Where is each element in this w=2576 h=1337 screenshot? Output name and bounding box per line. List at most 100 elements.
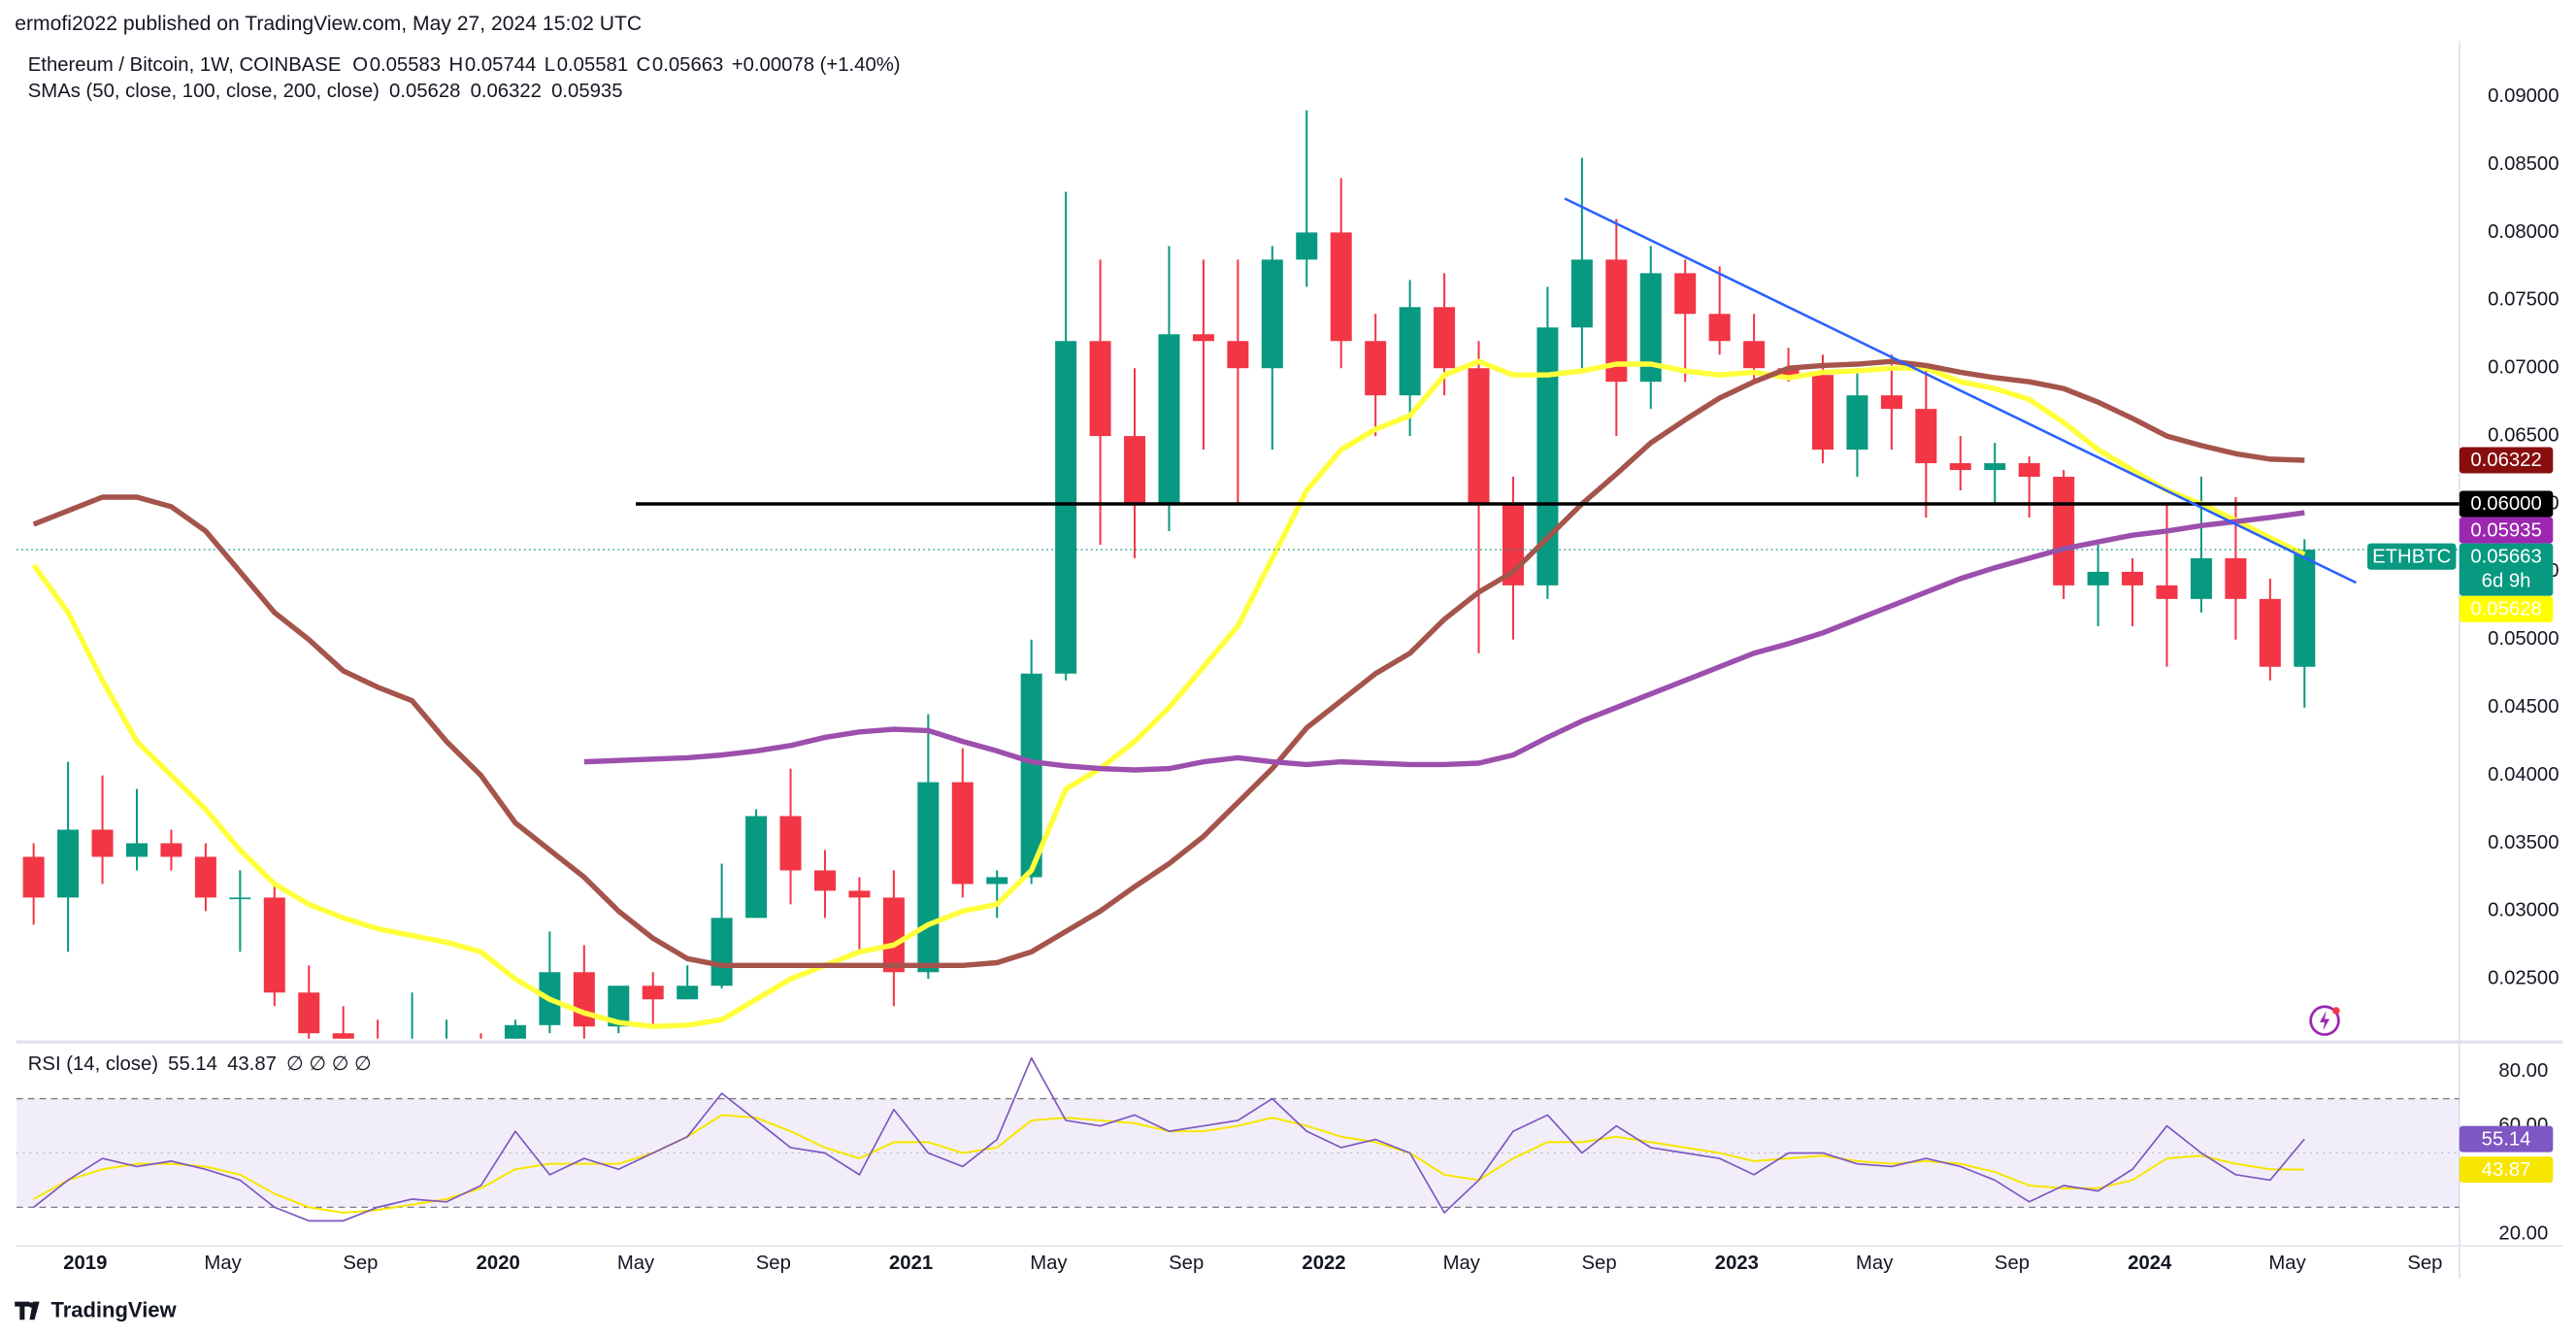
candle-body — [986, 877, 1008, 885]
price-box-label: 0.06322 — [2470, 450, 2541, 471]
rsi-box — [2459, 1156, 2554, 1184]
ohlc-value: 0.05744 — [465, 54, 536, 76]
tv-logo — [15, 1301, 40, 1320]
x-tick-label: May — [617, 1253, 655, 1274]
symbol-label: ETHBTC — [2372, 546, 2451, 567]
candle-body — [1399, 307, 1421, 396]
candle-body — [91, 829, 114, 857]
candle-body — [1949, 463, 1971, 471]
y-tick-label: 20.00 — [2498, 1223, 2548, 1245]
candle-body — [710, 918, 733, 986]
line-series — [33, 1056, 2305, 1222]
candle-body — [1192, 334, 1214, 342]
price-box — [2459, 543, 2554, 596]
price-box-label: 0.05935 — [2470, 519, 2541, 541]
candle-body — [1020, 673, 1042, 878]
candle-body — [1468, 368, 1490, 505]
candle-body — [1330, 232, 1352, 342]
x-tick-label: Sep — [2407, 1253, 2442, 1274]
candle-body — [2225, 557, 2247, 599]
change: +0.00078 (+1.40%) — [732, 54, 901, 76]
line-series — [32, 358, 2305, 968]
candle-body — [160, 843, 182, 857]
line-series — [583, 510, 2305, 773]
x-tick-label: May — [204, 1253, 242, 1274]
y-tick-label: 0.02500 — [2488, 968, 2559, 989]
candle-body — [745, 816, 768, 919]
price-pane — [16, 110, 2460, 1039]
x-tick-label: 2019 — [63, 1253, 107, 1274]
y-tick-label: 0.04000 — [2488, 764, 2559, 785]
candle-body — [1812, 375, 1834, 451]
legend-value: 43.87 — [227, 1053, 277, 1075]
ohlc-value: 0.05663 — [652, 54, 723, 76]
x-tick-label: Sep — [1169, 1253, 1204, 1274]
candle-body — [57, 829, 80, 898]
x-tick-label: May — [2268, 1253, 2306, 1274]
candle-body — [2259, 598, 2281, 667]
candle-body — [779, 816, 802, 871]
candle-body — [1915, 409, 1937, 464]
ohlc-key: H — [449, 54, 464, 76]
candle-body — [1846, 395, 1868, 451]
candle-body — [1570, 259, 1593, 328]
overlay-title: SMAs (50, close, 100, close, 200, close) — [28, 81, 380, 102]
y-tick-label: 80.00 — [2498, 1060, 2548, 1082]
y-tick-label: 0.07500 — [2488, 289, 2559, 311]
candle-body — [298, 992, 320, 1034]
candle-body — [1158, 334, 1180, 505]
published-note: ermofi2022 published on TradingView.com,… — [15, 13, 642, 35]
candle-body — [1434, 307, 1456, 369]
line-series — [31, 358, 2306, 1029]
y-tick-label: 0.09000 — [2488, 85, 2559, 107]
y-tick-label: 0.04500 — [2488, 696, 2559, 718]
candle-body — [882, 897, 905, 973]
candle-body — [194, 856, 216, 898]
y-tick-label: 0.03000 — [2488, 900, 2559, 921]
candle-body — [2053, 477, 2075, 585]
y-tick-label: 0.08500 — [2488, 153, 2559, 175]
price-box-label: 0.06000 — [2470, 493, 2541, 515]
candle-body — [2190, 557, 2212, 599]
rsi-title: RSI (14, close) — [28, 1053, 158, 1075]
candle-body — [2156, 585, 2178, 599]
x-tick-label: 2024 — [2128, 1253, 2172, 1274]
candle-body — [951, 782, 974, 885]
candle-body — [1296, 232, 1318, 260]
x-tick-label: Sep — [343, 1253, 378, 1274]
ohlc-value: 0.05581 — [557, 54, 628, 76]
candle-body — [1536, 327, 1559, 585]
brand: TradingView — [50, 1298, 177, 1322]
candle-body — [1984, 463, 2006, 471]
candle-body — [1708, 314, 1731, 342]
candle-body — [813, 870, 836, 891]
y-tick-label: 0.03500 — [2488, 832, 2559, 853]
price-box — [2459, 517, 2554, 544]
ohlc-key: C — [637, 54, 651, 76]
trend-line — [1564, 197, 2358, 585]
candle-body — [1880, 395, 1902, 410]
x-tick-label: May — [1856, 1253, 1894, 1274]
candle-body — [848, 890, 871, 898]
x-tick-label: 2022 — [1302, 1253, 1345, 1274]
rsi-band — [16, 1098, 2460, 1208]
candle-body — [917, 782, 940, 973]
x-tick-label: 2021 — [889, 1253, 933, 1274]
chart-title: Ethereum / Bitcoin, 1W, COINBASE — [28, 54, 342, 76]
rsi-pane — [16, 1056, 2460, 1222]
rsi-box — [2459, 1125, 2554, 1153]
legend-value: 0.06322 — [471, 81, 542, 102]
x-tick-label: Sep — [1582, 1253, 1617, 1274]
symbol-box — [2367, 543, 2457, 570]
legend-value: 55.14 — [168, 1053, 217, 1075]
candle-body — [1124, 436, 1146, 505]
candle-body — [22, 856, 45, 898]
candle-body — [2294, 550, 2316, 667]
x-tick-label: Sep — [756, 1253, 791, 1274]
rsi-box-label: 55.14 — [2482, 1128, 2531, 1150]
ohlc-value: 0.05583 — [370, 54, 441, 76]
candle-body — [1743, 341, 1766, 369]
candle-body — [504, 1024, 526, 1039]
